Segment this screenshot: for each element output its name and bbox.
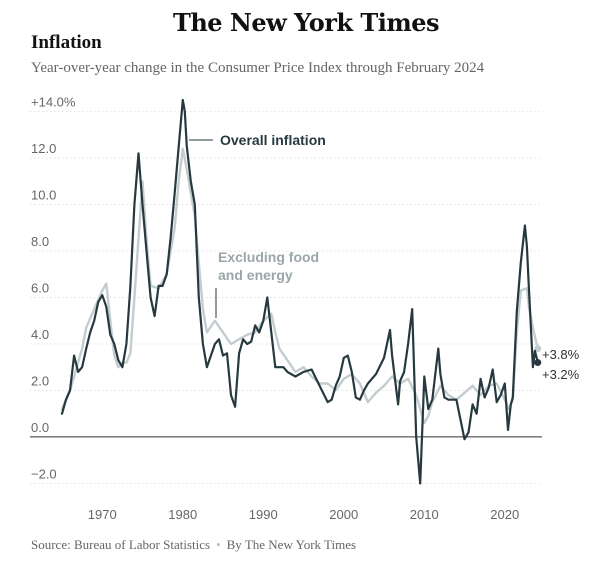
chart-footer: Source: Bureau of Labor Statistics • By Th…: [31, 537, 356, 553]
y-tick-label: −2.0: [31, 466, 57, 481]
x-tick-label: 1980: [168, 507, 197, 522]
y-tick-label: 2.0: [31, 373, 49, 388]
x-tick-label: 2010: [410, 507, 439, 522]
core-annotation-line1: Excluding food: [218, 249, 319, 265]
core-end-point: [534, 345, 542, 353]
footer-separator: •: [216, 537, 221, 552]
x-tick-label: 2000: [329, 507, 358, 522]
nyt-logo: The New York Times: [173, 8, 440, 37]
x-tick-label: 2020: [490, 507, 519, 522]
overall-end-point: [534, 359, 542, 367]
chart-title: Inflation: [31, 32, 102, 53]
overall-inflation-line: [60, 98, 539, 485]
y-tick-label: 6.0: [31, 281, 49, 296]
y-tick-label: 8.0: [31, 234, 49, 249]
source-credit: Source: Bureau of Labor Statistics: [31, 537, 211, 552]
y-tick-label: +14.0%: [31, 95, 76, 110]
x-tick-label: 1990: [249, 507, 278, 522]
y-tick-label: 10.0: [31, 188, 56, 203]
x-tick-label: 1970: [88, 507, 117, 522]
overall-end-label: +3.2%: [542, 367, 580, 382]
core-inflation-line: [60, 147, 539, 425]
core-end-label: +3.8%: [542, 347, 580, 362]
overall-annotation: Overall inflation: [220, 132, 326, 148]
core-annotation-line2: and energy: [218, 267, 293, 283]
y-tick-label: 12.0: [31, 141, 56, 156]
chart-subtitle: Year-over-year change in the Consumer Pr…: [31, 60, 485, 76]
byline-credit: By The New York Times: [226, 537, 357, 552]
y-tick-label: 0.0: [31, 420, 49, 435]
y-tick-label: 4.0: [31, 327, 49, 342]
